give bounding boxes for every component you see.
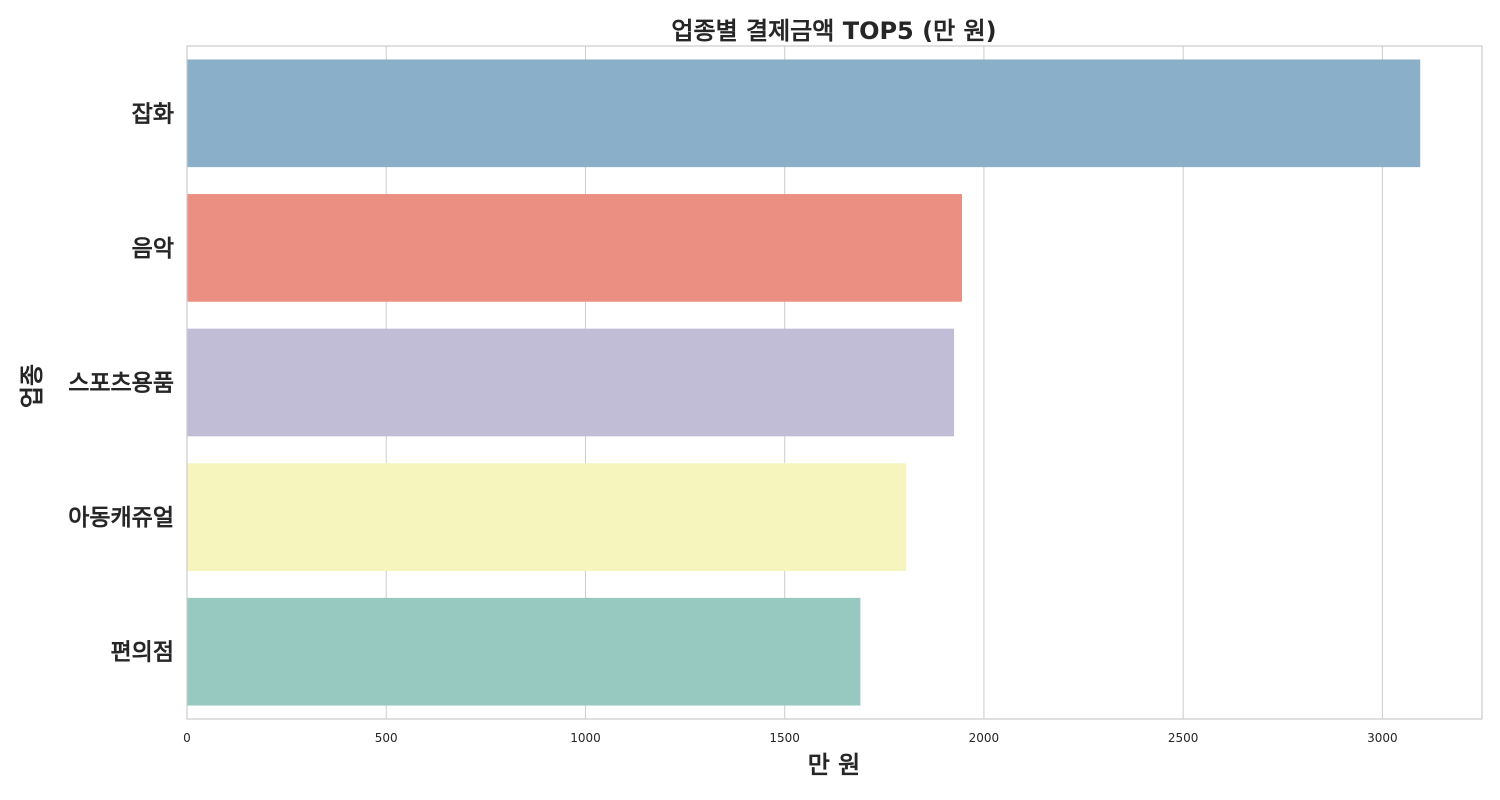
bar: [187, 328, 955, 437]
bar: [187, 597, 861, 706]
x-tick-label: 1500: [769, 731, 800, 745]
x-tick-label: 1000: [570, 731, 601, 745]
x-tick-label: 500: [375, 731, 398, 745]
x-tick-label: 2500: [1168, 731, 1199, 745]
y-tick-label: 아동캐쥬얼: [68, 505, 174, 531]
y-tick-label: 음악: [132, 236, 174, 262]
x-tick-label: 0: [183, 731, 191, 745]
y-tick-label: 잡화: [132, 101, 174, 127]
y-tick-label: 편의점: [111, 640, 174, 666]
y-tick-label: 스포츠용품: [68, 371, 174, 397]
bar: [187, 194, 963, 302]
x-tick-label: 3000: [1367, 731, 1398, 745]
bar: [187, 59, 1421, 168]
bars: [187, 59, 1421, 706]
bar: [187, 463, 907, 571]
chart-title: 업종별 결제금액 TOP5 (만 원): [671, 17, 996, 45]
x-axis-label: 만 원: [808, 751, 861, 779]
x-tick-label: 2000: [969, 731, 1000, 745]
y-axis-label: 업종: [18, 364, 46, 408]
x-ticks: 0 500 1000 1500 2000 2500 3000: [183, 731, 1397, 745]
plot-frame: [186, 45, 1483, 720]
